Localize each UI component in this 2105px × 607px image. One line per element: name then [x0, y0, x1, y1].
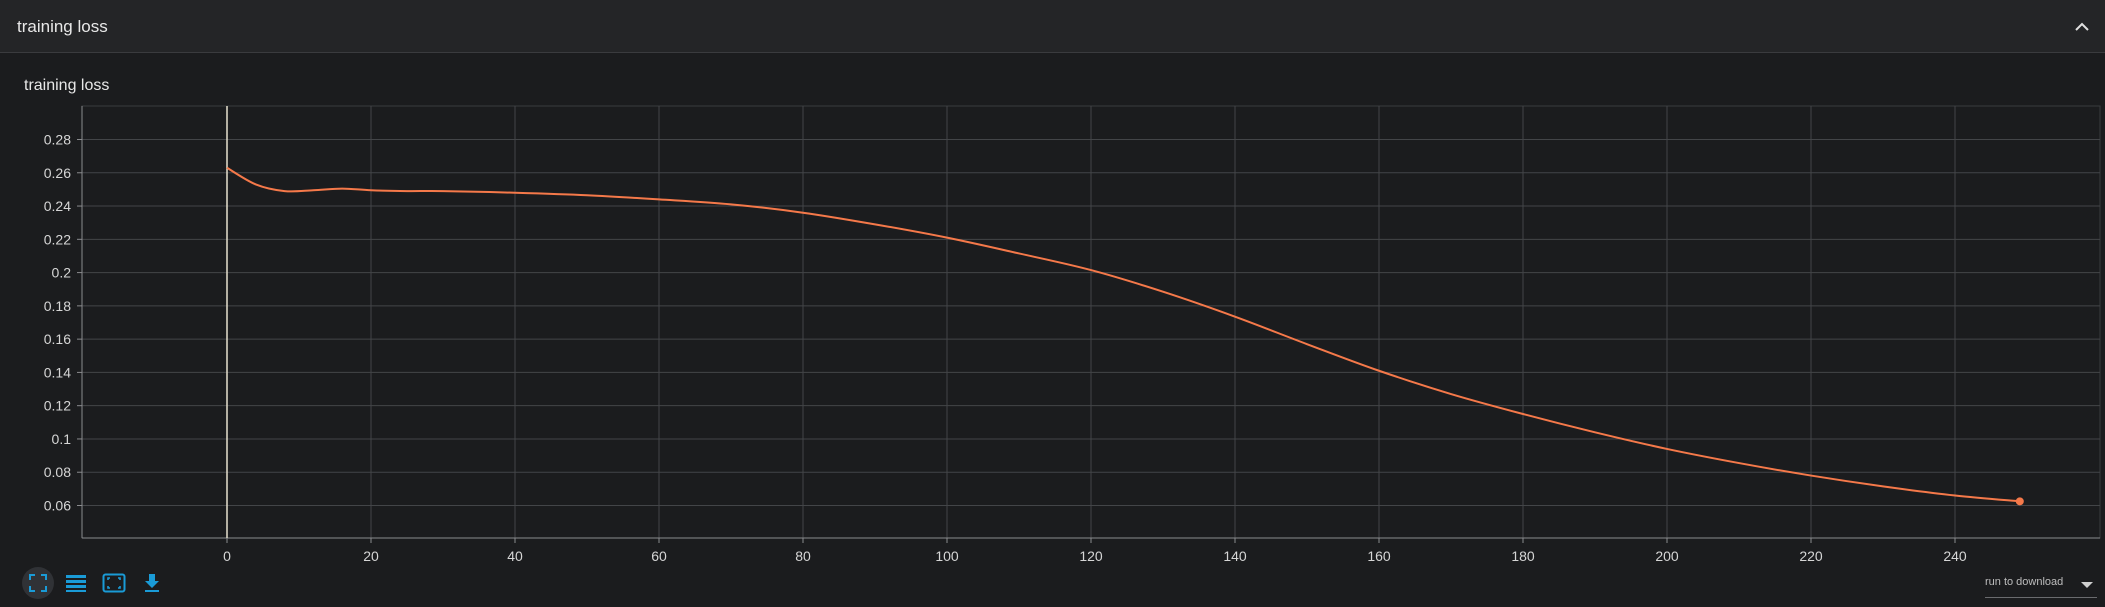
series-line-0 [226, 166, 2020, 503]
collapse-button[interactable] [2069, 14, 2095, 40]
y-tick-label: 0.22 [44, 231, 71, 247]
y-tick-label: 0.24 [44, 198, 71, 214]
y-tick-label: 0.26 [44, 165, 71, 181]
fit-domain-icon [102, 573, 126, 593]
x-tick-label: 100 [935, 548, 959, 564]
plot-frame [81, 105, 2101, 539]
run-to-download-select[interactable]: run to download [1985, 574, 2097, 598]
x-tick-label: 120 [1079, 548, 1103, 564]
fullscreen-button[interactable] [22, 567, 54, 599]
run-select-label: run to download [1985, 576, 2064, 588]
fullscreen-icon [29, 574, 47, 592]
x-tick-label: 0 [223, 548, 231, 564]
y-tick-label: 0.1 [52, 431, 72, 447]
chevron-up-icon [2075, 22, 2089, 31]
x-tick-label: 180 [1511, 548, 1535, 564]
x-tick-label: 60 [651, 548, 667, 564]
x-tick-label: 240 [1943, 548, 1967, 564]
y-tick-label: 0.14 [44, 364, 71, 380]
y-tick-label: 0.18 [44, 298, 71, 314]
x-tick-label: 160 [1367, 548, 1391, 564]
series-end-point-0 [2015, 497, 2024, 506]
log-scale-button[interactable] [60, 567, 92, 599]
x-tick-label: 80 [795, 548, 811, 564]
x-tick-label: 20 [363, 548, 379, 564]
y-tick-label: 0.12 [44, 398, 71, 414]
x-tick-label: 140 [1223, 548, 1247, 564]
y-tick-label: 0.06 [44, 498, 71, 514]
card-header: training loss [0, 0, 2105, 53]
chart-toolbar [22, 567, 168, 599]
y-tick-label: 0.08 [44, 464, 71, 480]
lines-icon [66, 575, 86, 592]
x-tick-label: 220 [1799, 548, 1823, 564]
y-tick-label: 0.16 [44, 331, 71, 347]
card-title: training loss [17, 17, 108, 36]
download-icon [145, 574, 159, 592]
y-tick-label: 0.28 [44, 132, 71, 148]
chart-title: training loss [24, 77, 110, 94]
fit-domain-button[interactable] [98, 567, 130, 599]
y-tick-label: 0.2 [52, 265, 72, 281]
x-tick-label: 40 [507, 548, 523, 564]
x-tick-label: 200 [1655, 548, 1679, 564]
chevron-down-icon [2081, 582, 2093, 588]
download-button[interactable] [136, 567, 168, 599]
